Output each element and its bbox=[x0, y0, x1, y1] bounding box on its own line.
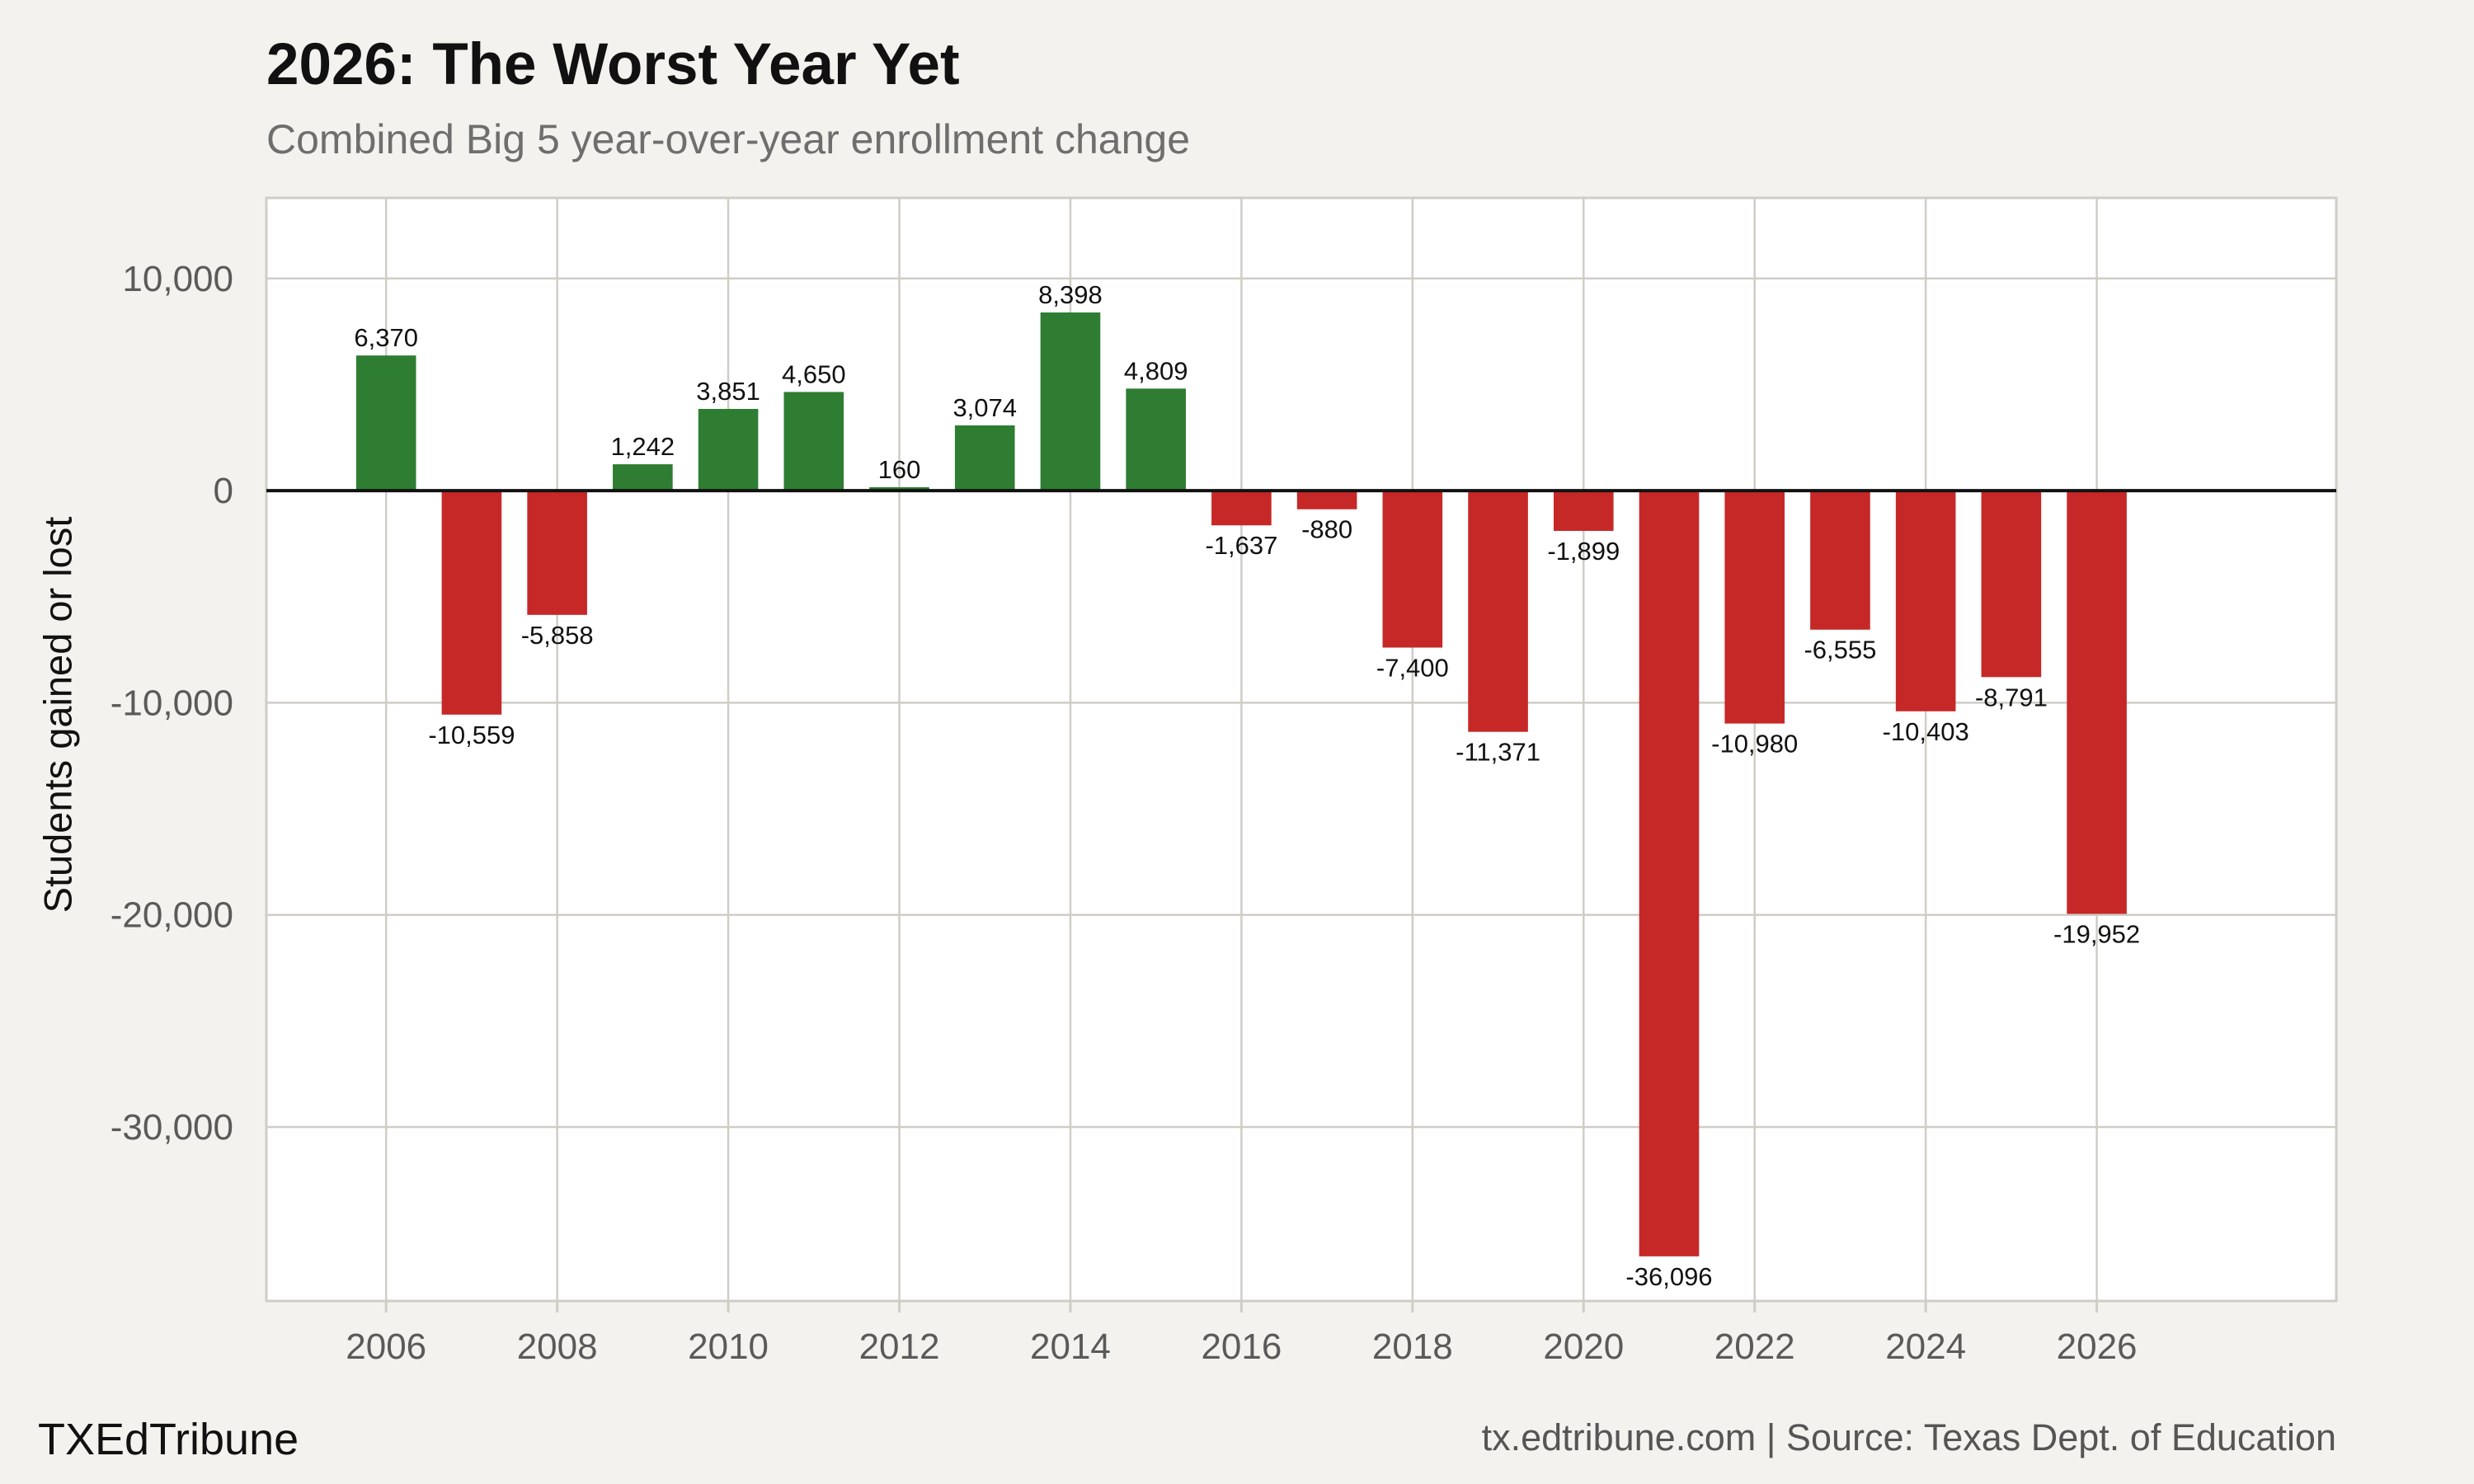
data-label-2023: -6,555 bbox=[1804, 636, 1876, 665]
data-labels: 6,370 -10,559 -5,858 1,242 3,851 4,650 160 3,07… bbox=[354, 280, 2140, 1291]
chart-subtitle: Combined Big 5 year-over-year enrollment… bbox=[266, 116, 1191, 162]
y-tick-label: 10,000 bbox=[122, 259, 233, 299]
bar-2017 bbox=[1296, 491, 1357, 510]
bar-2025 bbox=[1981, 491, 2042, 678]
data-label-2008: -5,858 bbox=[521, 621, 594, 650]
data-label-2024: -10,403 bbox=[1883, 717, 1969, 746]
x-tick-label: 2018 bbox=[1372, 1327, 1453, 1367]
y-tick-label: -30,000 bbox=[111, 1107, 233, 1148]
y-axis-label: Students gained or lost bbox=[35, 516, 80, 913]
data-label-2013: 3,074 bbox=[952, 393, 1017, 422]
y-tick-label: 0 bbox=[214, 471, 233, 511]
data-label-2021: -36,096 bbox=[1625, 1262, 1712, 1291]
bars bbox=[355, 312, 2127, 1256]
data-label-2009: 1,242 bbox=[611, 432, 675, 461]
bar-2015 bbox=[1126, 388, 1186, 491]
x-tick-label: 2016 bbox=[1201, 1327, 1282, 1367]
bar-2011 bbox=[783, 392, 844, 491]
bar-2018 bbox=[1382, 491, 1443, 648]
data-label-2022: -10,980 bbox=[1711, 730, 1798, 758]
data-label-2018: -7,400 bbox=[1376, 653, 1449, 682]
source-credit: tx.edtribune.com | Source: Texas Dept. o… bbox=[1481, 1416, 2336, 1458]
data-label-2020: -1,899 bbox=[1547, 537, 1620, 566]
bar-2026 bbox=[2067, 491, 2127, 914]
bar-2014 bbox=[1040, 312, 1101, 491]
data-label-2025: -8,791 bbox=[1975, 683, 2048, 711]
bar-2016 bbox=[1211, 491, 1272, 526]
data-label-2026: -19,952 bbox=[2053, 919, 2140, 948]
x-tick-label: 2024 bbox=[1885, 1327, 1966, 1367]
bar-2006 bbox=[355, 355, 416, 491]
x-tick-label: 2006 bbox=[346, 1327, 426, 1367]
plot-panel bbox=[265, 196, 2338, 1303]
chart-title: 2026: The Worst Year Yet bbox=[266, 32, 960, 97]
bar-2010 bbox=[698, 408, 759, 491]
bar-2008 bbox=[527, 491, 587, 615]
x-tick-label: 2014 bbox=[1030, 1327, 1111, 1367]
data-label-2014: 8,398 bbox=[1038, 280, 1103, 309]
bar-2012 bbox=[869, 486, 929, 491]
bar-2023 bbox=[1810, 491, 1870, 630]
data-label-2007: -10,559 bbox=[428, 721, 515, 749]
brand-logo-text: TXEdTribune bbox=[38, 1415, 299, 1464]
bar-2024 bbox=[1895, 491, 1956, 711]
y-tick-label: -10,000 bbox=[111, 683, 233, 723]
data-label-2011: 4,650 bbox=[782, 359, 846, 388]
y-tick-label: -20,000 bbox=[111, 895, 233, 936]
bar-2013 bbox=[954, 425, 1015, 491]
bar-2021 bbox=[1639, 491, 1700, 1256]
x-tick-label: 2012 bbox=[859, 1327, 940, 1367]
x-tick-label: 2010 bbox=[688, 1327, 769, 1367]
data-label-2017: -880 bbox=[1301, 515, 1352, 544]
bar-2009 bbox=[613, 464, 673, 491]
data-label-2016: -1,637 bbox=[1205, 531, 1277, 560]
bar-2007 bbox=[441, 491, 502, 715]
data-label-2010: 3,851 bbox=[696, 377, 760, 406]
data-label-2006: 6,370 bbox=[354, 323, 418, 352]
x-tick-label: 2022 bbox=[1714, 1327, 1795, 1367]
x-tick-label: 2020 bbox=[1543, 1327, 1624, 1367]
bar-2020 bbox=[1553, 491, 1614, 531]
data-label-2015: 4,809 bbox=[1124, 356, 1188, 385]
x-tick-label: 2026 bbox=[2057, 1327, 2138, 1367]
bar-2019 bbox=[1468, 491, 1528, 732]
x-axis-ticks: 2006 2008 2010 2012 2014 2016 2018 2020 2022 2024… bbox=[346, 1301, 2138, 1367]
data-label-2012: 160 bbox=[878, 455, 921, 484]
x-tick-label: 2008 bbox=[517, 1327, 598, 1367]
bar-2022 bbox=[1724, 491, 1785, 724]
data-label-2019: -11,371 bbox=[1456, 738, 1540, 767]
y-axis-ticks: 10,000 0 -10,000 -20,000 -30,000 bbox=[111, 259, 233, 1148]
